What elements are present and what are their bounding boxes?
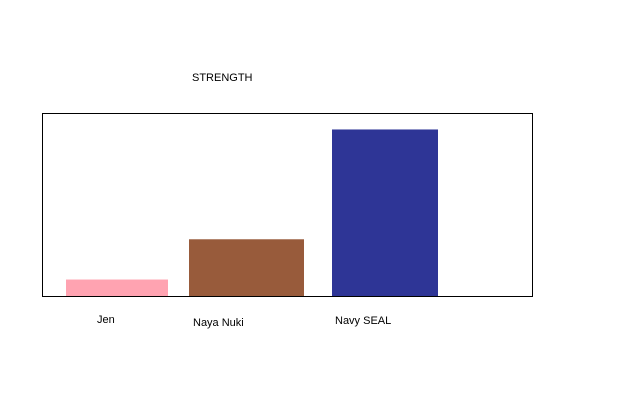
bar xyxy=(66,279,168,296)
chart-title: STRENGTH xyxy=(192,72,253,84)
x-tick-label: Naya Nuki xyxy=(193,317,244,329)
bar xyxy=(332,129,438,296)
x-tick-label: Navy SEAL xyxy=(335,315,391,327)
bar xyxy=(189,239,304,296)
plot-frame xyxy=(42,113,533,297)
x-tick-label: Jen xyxy=(97,314,115,326)
